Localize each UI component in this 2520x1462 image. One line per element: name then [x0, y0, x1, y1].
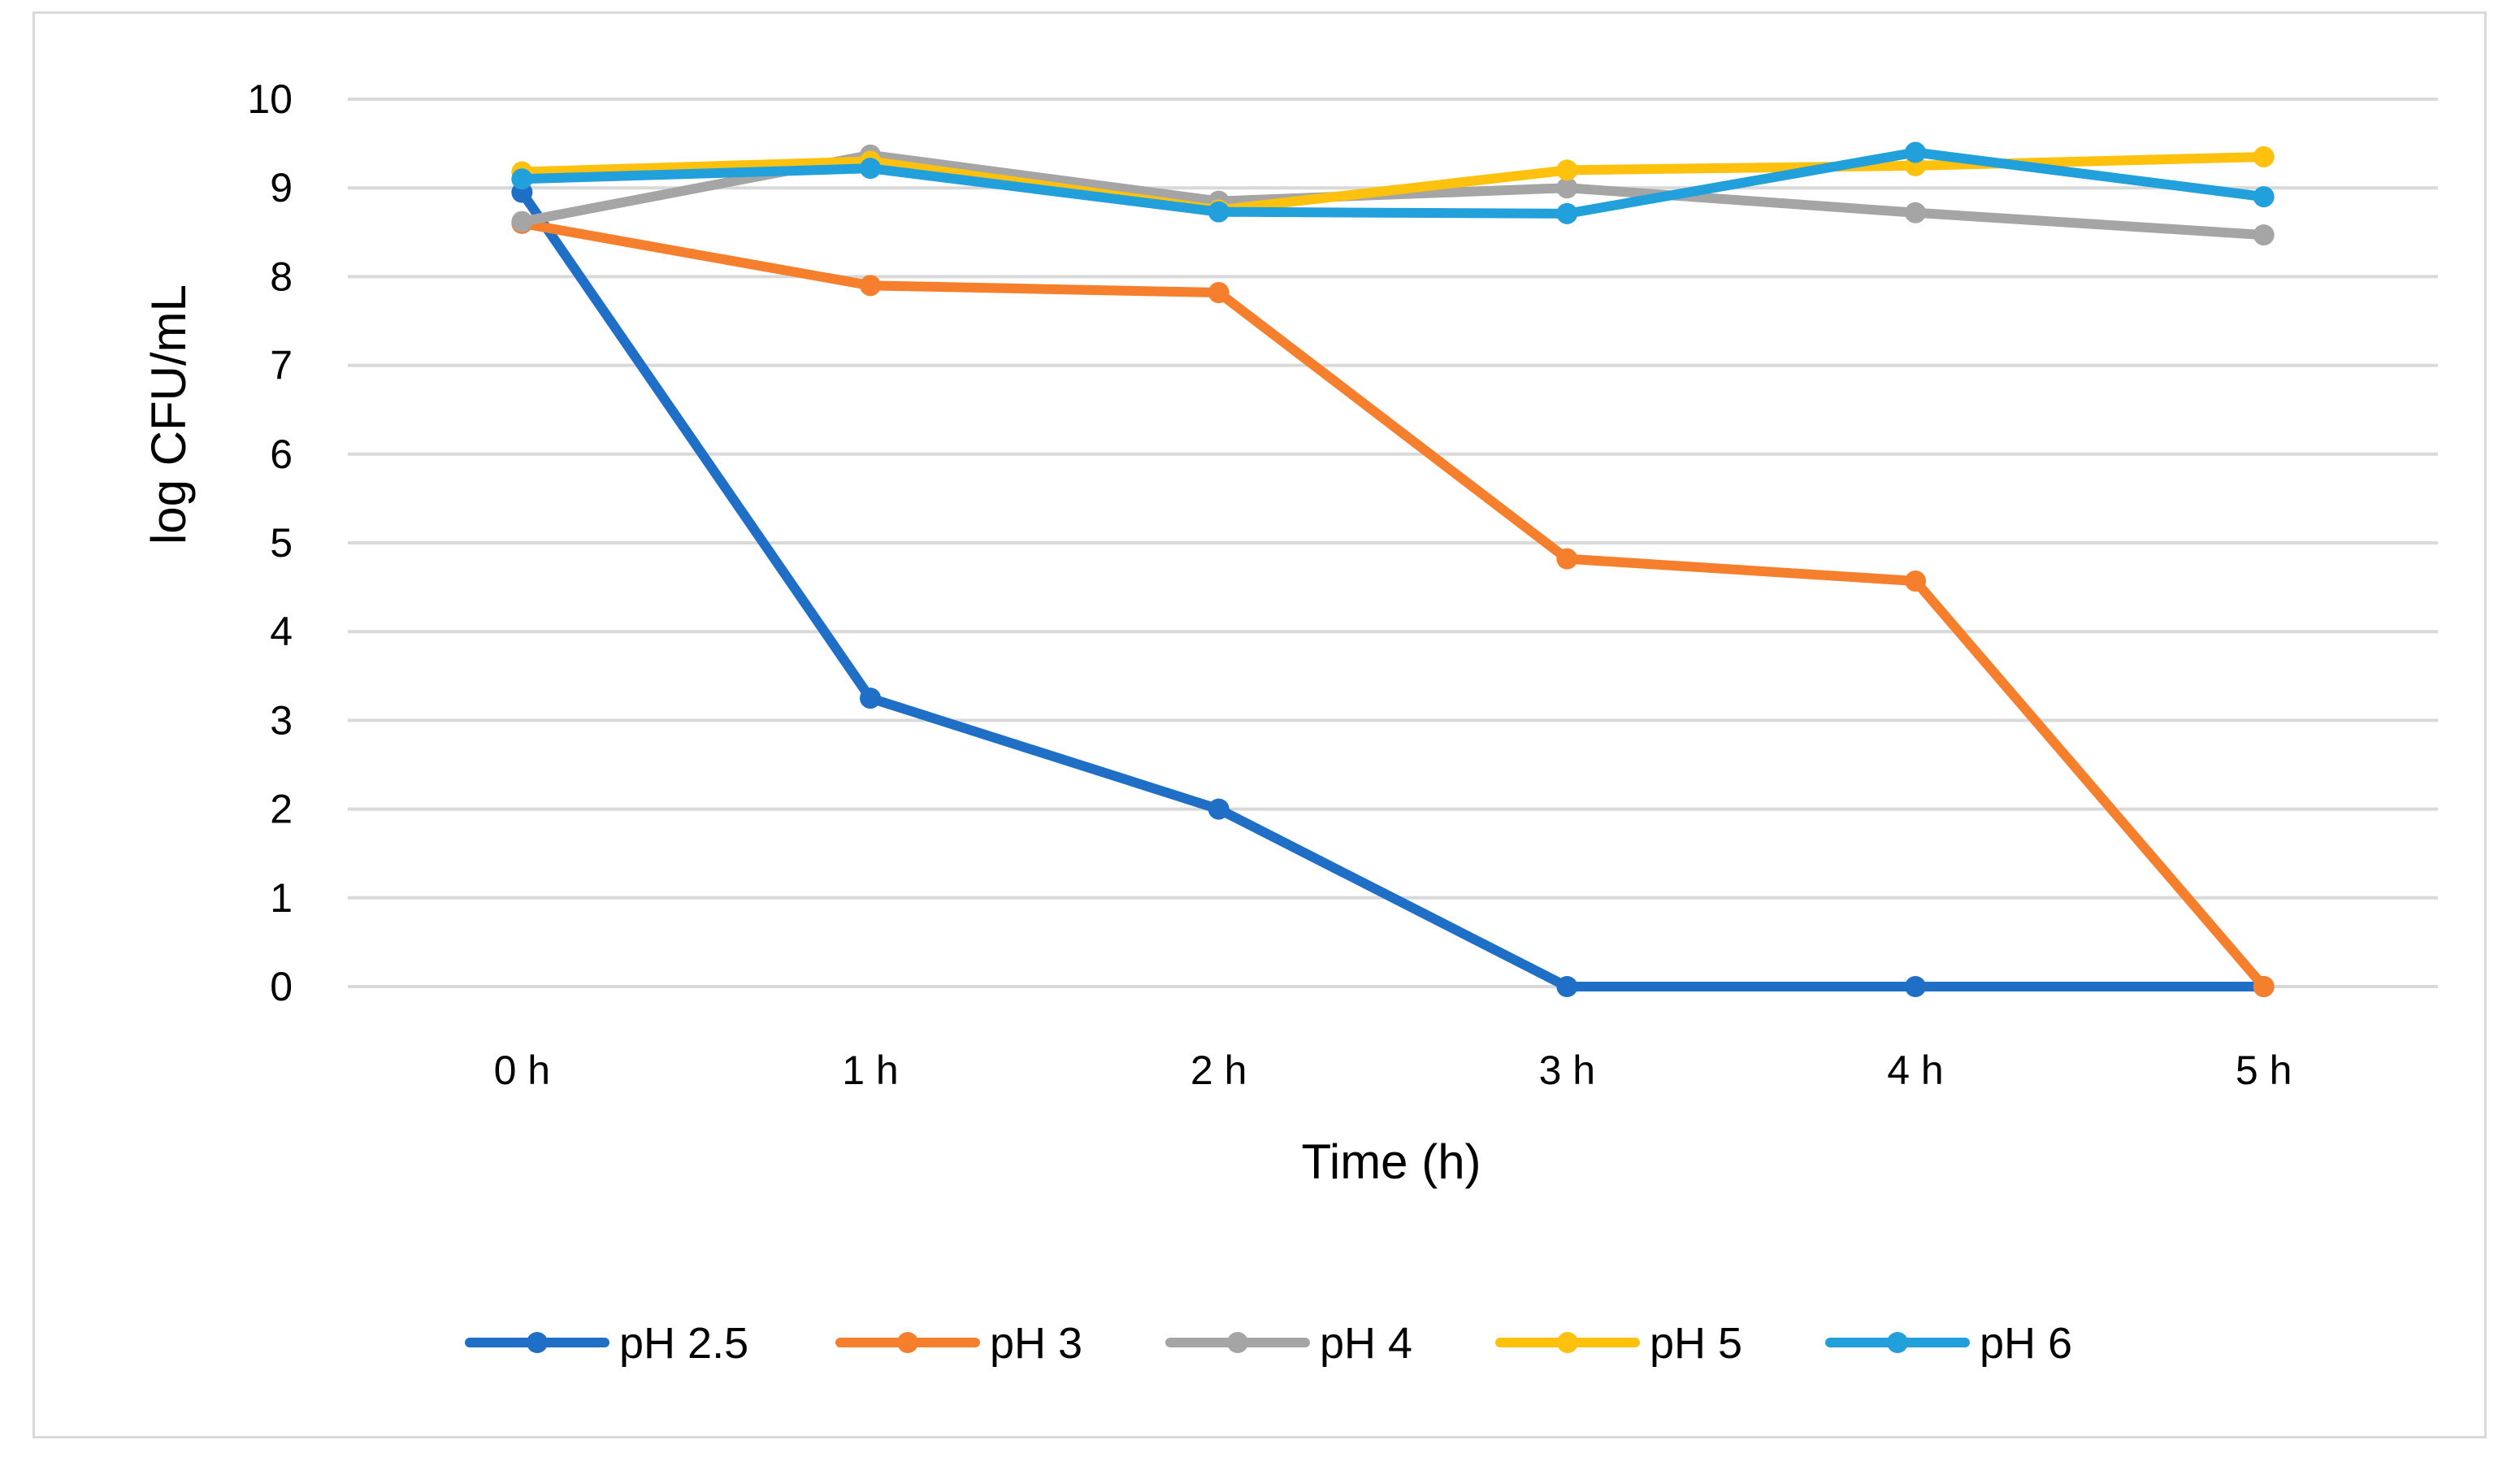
x-tick-label: 5 h: [2236, 1048, 2292, 1093]
legend-label: pH 4: [1320, 1319, 1412, 1368]
y-tick-label: 2: [270, 787, 293, 832]
data-point: [1556, 202, 1578, 224]
y-tick-label: 6: [270, 432, 293, 477]
legend-swatch-marker: [897, 1332, 918, 1353]
y-tick-label: 9: [270, 165, 293, 210]
data-point: [2253, 976, 2275, 997]
data-point: [1208, 798, 1230, 820]
legend-item: pH 4: [1165, 1319, 1412, 1368]
legend-label: pH 3: [990, 1319, 1082, 1368]
data-point: [860, 158, 881, 180]
series-line: [517, 218, 2269, 991]
data-point: [2253, 224, 2275, 246]
legend-label: pH 6: [1980, 1319, 2072, 1368]
y-tick-label: 8: [270, 254, 293, 299]
series-line: [517, 187, 2269, 991]
legend-label: pH 5: [1650, 1319, 1742, 1368]
data-point: [1208, 282, 1230, 304]
x-axis-title: Time (h): [1301, 1134, 1481, 1189]
y-tick-label: 3: [270, 697, 293, 743]
legend-swatch-marker: [527, 1332, 548, 1353]
data-point: [1905, 202, 1926, 223]
x-tick-label: 4 h: [1887, 1048, 1944, 1093]
legend-item: pH 2.5: [465, 1319, 748, 1368]
series-4: [511, 141, 2275, 224]
gridlines: [348, 98, 2438, 988]
y-tick-label: 7: [270, 343, 293, 388]
y-axis-ticks: 0 1 2 3 4 5 6 7 8 9 10: [247, 76, 293, 1009]
data-point: [2253, 145, 2275, 167]
data-point: [1208, 201, 1230, 223]
legend-item: pH 3: [835, 1319, 1082, 1368]
x-tick-label: 1 h: [842, 1048, 899, 1093]
legend-swatch-marker: [1227, 1332, 1248, 1353]
data-point: [511, 210, 533, 232]
y-tick-label: 10: [247, 76, 293, 122]
x-axis-ticks: 0 h 1 h 2 h 3 h 4 h 5 h: [494, 1048, 2292, 1093]
series-0: [511, 181, 2275, 997]
data-point: [860, 688, 881, 709]
data-point: [1556, 548, 1578, 570]
data-point: [860, 275, 881, 297]
data-point: [511, 168, 533, 190]
data-point: [1556, 976, 1578, 997]
x-tick-label: 0 h: [494, 1048, 551, 1093]
series-1: [511, 212, 2275, 997]
data-point: [1905, 570, 1926, 592]
data-point: [1556, 177, 1578, 199]
data-point: [2253, 186, 2275, 208]
legend-swatch-marker: [1557, 1332, 1578, 1353]
x-tick-label: 2 h: [1191, 1048, 1247, 1093]
series-line: [517, 147, 2269, 219]
legend: pH 2.5 pH 3 pH 4 pH 5 pH 6: [465, 1319, 2072, 1368]
y-axis-title: log CFU/mL: [141, 284, 196, 544]
data-point: [1905, 976, 1926, 997]
legend-item: pH 6: [1825, 1319, 2072, 1368]
data-point: [1905, 141, 1926, 163]
y-tick-label: 0: [270, 964, 293, 1009]
y-tick-label: 4: [270, 609, 293, 654]
y-tick-label: 5: [270, 520, 293, 566]
legend-swatch-marker: [1887, 1332, 1908, 1353]
series-group: [511, 141, 2275, 997]
x-tick-label: 3 h: [1539, 1048, 1596, 1093]
legend-item: pH 5: [1495, 1319, 1742, 1368]
y-tick-label: 1: [270, 875, 293, 921]
legend-label: pH 2.5: [619, 1319, 748, 1368]
data-point: [1556, 159, 1578, 181]
chart-frame: [33, 11, 2487, 1438]
